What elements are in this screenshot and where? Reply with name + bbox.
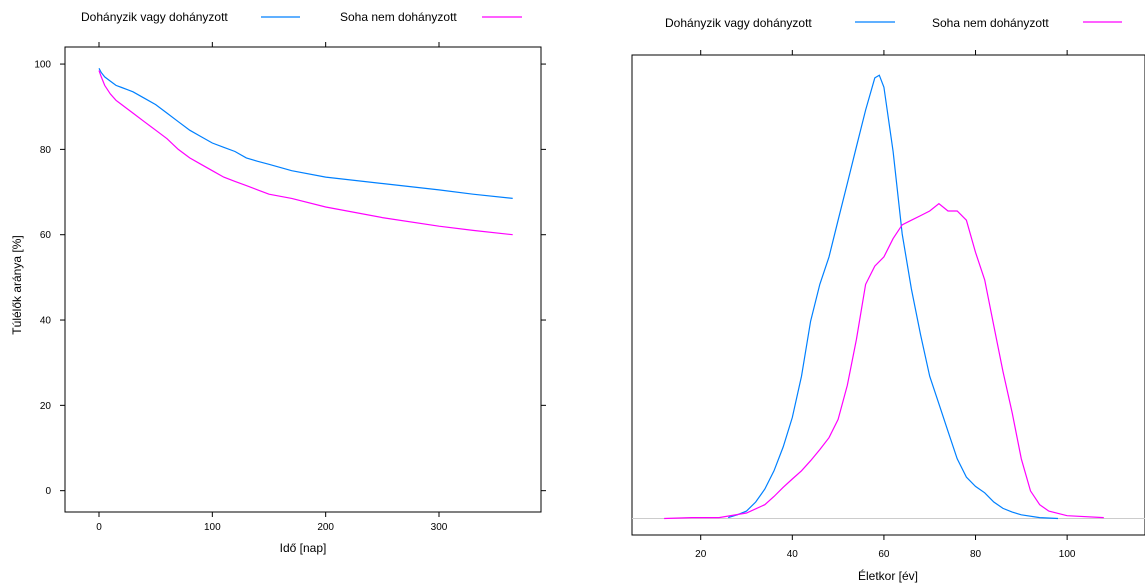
survival-plot-frame [64, 46, 542, 513]
age-x-tick-label: 40 [787, 549, 799, 560]
age-x-tick-label: 100 [1059, 549, 1076, 560]
survival-legend: Dohányzik vagy dohányzott Soha nem dohán… [81, 10, 522, 24]
x-tick-label: 200 [317, 522, 334, 533]
legend-label-smoker-2: Dohányzik vagy dohányzott [665, 16, 812, 30]
y-tick-label: 100 [34, 60, 51, 71]
age-x-tick-label: 80 [970, 549, 982, 560]
x-tick-label: 0 [96, 522, 102, 533]
x-tick-label: 300 [431, 522, 448, 533]
age-x-tick-label: 20 [695, 549, 707, 560]
survival-line-smoker [98, 68, 513, 199]
y-tick-label: 40 [40, 316, 52, 327]
y-tick-label: 80 [40, 145, 52, 156]
age-density-plot-frame [631, 54, 1145, 536]
density-line-smoker [728, 74, 1059, 520]
age-legend: Dohányzik vagy dohányzott Soha nem dohán… [665, 16, 1122, 30]
y-tick-label: 20 [40, 401, 52, 412]
y-tick-label: 60 [40, 230, 52, 241]
y-tick-label: 0 [45, 486, 51, 497]
x-tick-label: 100 [204, 522, 221, 533]
density-line-never [664, 202, 1104, 520]
survival-x-axis-title: Idő [nap] [280, 541, 327, 555]
legend-label-never: Soha nem dohányzott [340, 10, 457, 24]
survival-y-axis-title: Túlélők aránya [%] [10, 235, 24, 334]
legend-label-never-2: Soha nem dohányzott [932, 16, 1049, 30]
survival-line-never [98, 70, 513, 236]
survival-panel: 0 100 200 300 0 20 40 60 80 100 Idő [nap] Túlélők… [10, 10, 546, 555]
legend-label-smoker: Dohányzik vagy dohányzott [81, 10, 228, 24]
age-density-panel: 20 40 60 80 100 Életkor [év] Dohányzik vagy … [631, 16, 1145, 583]
age-x-axis-title: Életkor [év] [858, 568, 918, 583]
age-x-tick-label: 60 [878, 549, 890, 560]
